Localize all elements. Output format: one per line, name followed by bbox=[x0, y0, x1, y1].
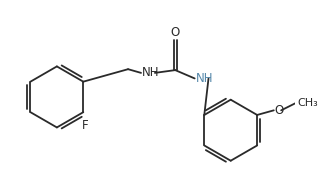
Text: O: O bbox=[170, 26, 180, 39]
Text: NH: NH bbox=[196, 72, 213, 85]
Text: F: F bbox=[82, 119, 88, 132]
Text: O: O bbox=[275, 104, 284, 117]
Text: NH: NH bbox=[142, 66, 159, 79]
Text: CH₃: CH₃ bbox=[297, 98, 318, 108]
